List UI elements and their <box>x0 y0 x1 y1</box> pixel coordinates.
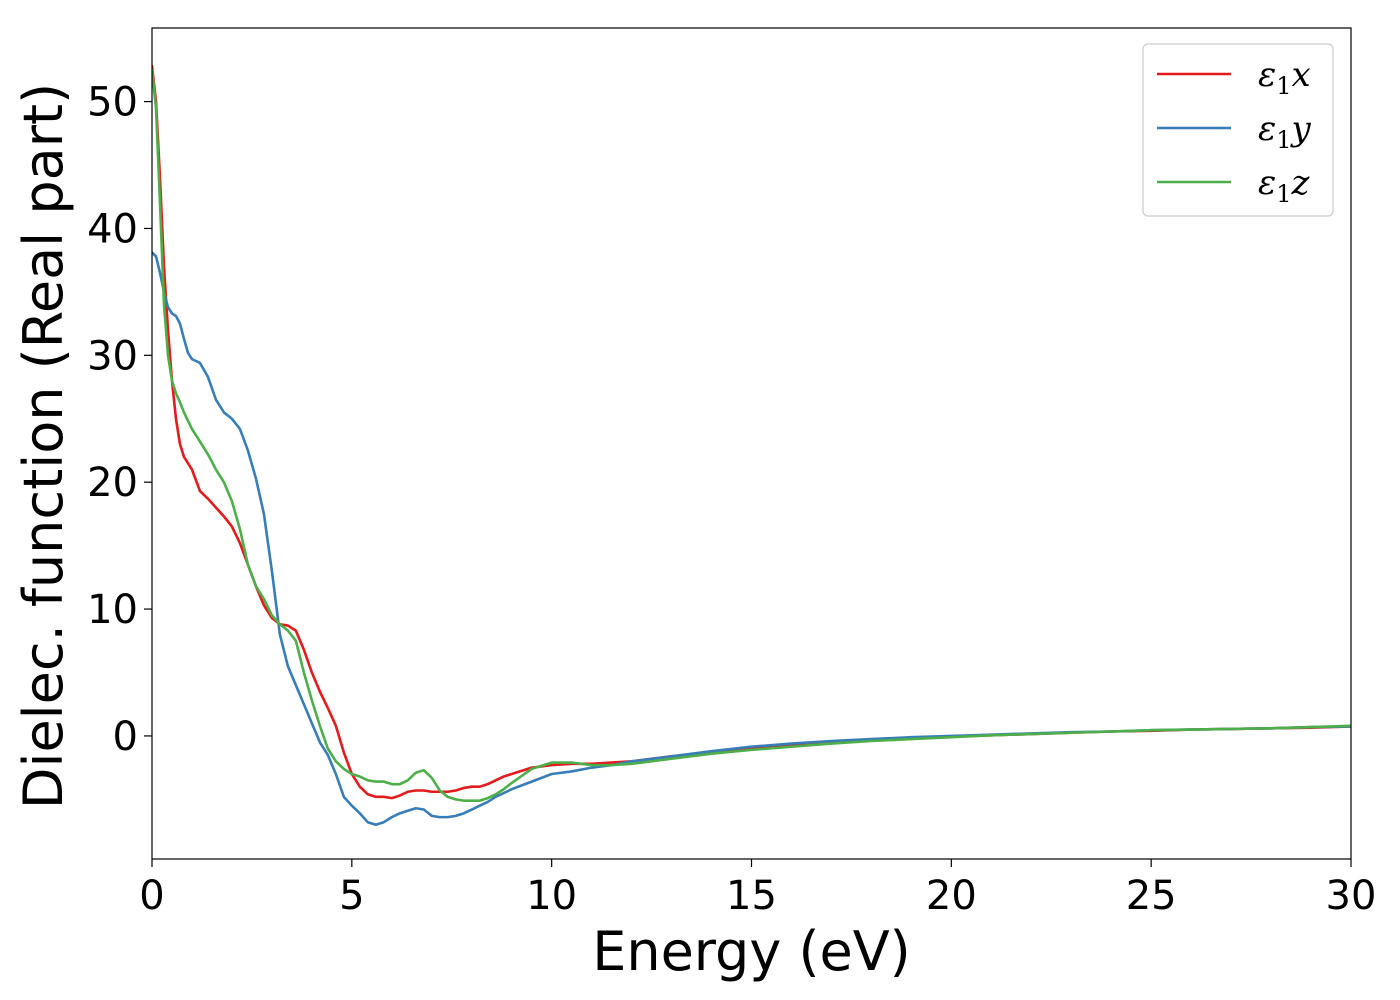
x-axis-title: Energy (eV) <box>592 920 911 983</box>
x-axis: 0 5 10 15 20 25 30 <box>139 859 1376 919</box>
legend-label-y: ε1y <box>1258 109 1312 154</box>
x-tick-label: 5 <box>339 873 364 919</box>
x-tick-label: 10 <box>526 873 577 919</box>
legend: ε1x ε1y ε1z <box>1142 43 1334 217</box>
y-tick-label: 20 <box>87 460 138 506</box>
x-tick-label: 0 <box>139 873 164 919</box>
y-tick-label: 0 <box>113 714 138 760</box>
series-line-z <box>152 68 1351 802</box>
x-tick-label: 30 <box>1326 873 1377 919</box>
series-layer <box>152 64 1351 827</box>
y-tick-label: 50 <box>87 80 138 126</box>
x-tick-label: 20 <box>926 873 977 919</box>
y-tick-label: 30 <box>87 333 138 379</box>
legend-label-x: ε1x <box>1258 55 1311 100</box>
legend-label-z: ε1z <box>1258 163 1311 208</box>
y-tick-label: 10 <box>87 587 138 633</box>
y-axis: 0 10 20 30 40 50 <box>87 80 152 760</box>
x-tick-label: 25 <box>1126 873 1177 919</box>
y-axis-title: Dielec. function (Real part) <box>12 83 75 809</box>
series-line-y <box>152 251 1351 827</box>
x-tick-label: 15 <box>726 873 777 919</box>
y-tick-label: 40 <box>87 206 138 252</box>
legend-box <box>1142 43 1334 217</box>
